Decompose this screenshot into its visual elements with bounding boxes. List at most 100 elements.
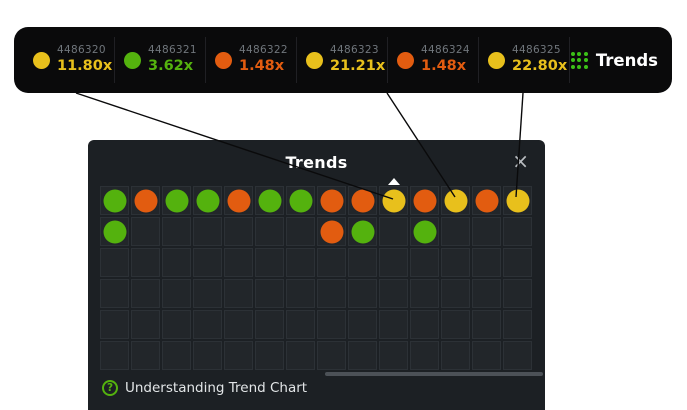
trend-cell (379, 310, 408, 339)
trend-cell (286, 248, 315, 277)
trend-cell (193, 341, 222, 370)
round-result-dot-icon (124, 51, 141, 69)
trend-cell (162, 279, 191, 308)
trend-cell (193, 186, 222, 215)
trends-toggle-button[interactable]: Trends (570, 51, 660, 70)
trend-cell (286, 310, 315, 339)
round-item[interactable]: 4486321 3.62x (115, 37, 206, 83)
trend-cell (255, 186, 284, 215)
horizontal-scrollbar[interactable] (325, 372, 543, 376)
trend-cell (348, 248, 377, 277)
round-multiplier: 1.48x (239, 58, 285, 75)
trend-cell (224, 279, 253, 308)
round-multiplier: 1.48x (421, 58, 467, 75)
trend-cell (193, 248, 222, 277)
trend-cell (503, 341, 532, 370)
trend-cell (100, 217, 129, 246)
trend-cell (131, 341, 160, 370)
round-id: 4486323 (330, 43, 379, 56)
trend-cell (286, 341, 315, 370)
round-result-dot-icon (306, 51, 323, 69)
trend-cell (162, 248, 191, 277)
trend-dot-green-icon (165, 189, 188, 212)
trend-dot-orange-icon (351, 189, 374, 212)
trend-cell (441, 186, 470, 215)
trend-cell (255, 248, 284, 277)
trend-cell (193, 217, 222, 246)
trend-cell (317, 186, 346, 215)
trend-cell (162, 341, 191, 370)
trend-cell (472, 248, 501, 277)
round-item[interactable]: 4486323 21.21x (297, 37, 388, 83)
trend-dot-orange-icon (227, 189, 250, 212)
trend-cell (224, 310, 253, 339)
trend-cell (379, 341, 408, 370)
trend-cell (100, 248, 129, 277)
trend-cell (441, 248, 470, 277)
trend-cell (317, 217, 346, 246)
trend-cell (472, 279, 501, 308)
round-result-dot-icon (397, 51, 414, 69)
trend-cell (255, 217, 284, 246)
trend-cell (503, 279, 532, 308)
round-multiplier: 21.21x (330, 58, 386, 75)
trend-dot-yellow-icon (506, 189, 529, 212)
trend-cell (441, 217, 470, 246)
trend-cell (379, 186, 408, 215)
trend-cell (162, 186, 191, 215)
trend-cell (410, 186, 439, 215)
trend-cell (348, 186, 377, 215)
trend-cell (255, 279, 284, 308)
trend-cell (317, 279, 346, 308)
trend-cell (379, 248, 408, 277)
trend-cell (286, 279, 315, 308)
round-result-dot-icon (215, 51, 232, 69)
round-id: 4486320 (57, 43, 106, 56)
trend-cell (348, 279, 377, 308)
trend-dot-green-icon (258, 189, 281, 212)
trends-grid-icon (570, 51, 588, 69)
trend-cell (410, 341, 439, 370)
trend-cell (472, 217, 501, 246)
trend-cell (224, 248, 253, 277)
round-item[interactable]: 4486322 1.48x (206, 37, 297, 83)
trend-cell (441, 310, 470, 339)
round-result-dot-icon (488, 51, 505, 69)
trend-cell (224, 186, 253, 215)
trend-cell (193, 310, 222, 339)
round-multiplier: 3.62x (148, 58, 194, 75)
trend-cell (348, 310, 377, 339)
round-item[interactable]: 4486324 1.48x (388, 37, 479, 83)
close-icon[interactable]: × (512, 149, 529, 173)
trend-cell (503, 248, 532, 277)
trend-cell (100, 279, 129, 308)
trend-cell (224, 341, 253, 370)
trend-cell (131, 217, 160, 246)
trends-panel: Trends × ? Understanding Trend Chart (88, 140, 545, 410)
round-item[interactable]: 4486320 11.80x (24, 37, 115, 83)
round-result-dot-icon (33, 51, 50, 69)
trend-cell (472, 341, 501, 370)
trend-cell (131, 248, 160, 277)
trend-dot-green-icon (103, 189, 126, 212)
round-id: 4486322 (239, 43, 288, 56)
trend-cell (131, 279, 160, 308)
round-multiplier: 22.80x (512, 58, 568, 75)
latest-column-marker-icon (387, 178, 400, 185)
understanding-link-label: Understanding Trend Chart (125, 380, 308, 396)
trend-dot-green-icon (196, 189, 219, 212)
round-id: 4486321 (148, 43, 197, 56)
understanding-trend-chart-link[interactable]: ? Understanding Trend Chart (102, 380, 307, 396)
round-item[interactable]: 4486325 22.80x (479, 37, 570, 83)
recent-rounds-list: 4486320 11.80x 4486321 3.62x 4486322 1.48x 448… (24, 27, 570, 93)
trend-cell (503, 217, 532, 246)
trend-cell (410, 310, 439, 339)
round-id: 4486325 (512, 43, 561, 56)
trend-cell (162, 217, 191, 246)
trend-dot-green-icon (103, 220, 126, 243)
trend-cell (410, 217, 439, 246)
recent-rounds-bar: 4486320 11.80x 4486321 3.62x 4486322 1.48x 448… (14, 27, 672, 93)
trend-cell (379, 279, 408, 308)
trend-cell (441, 341, 470, 370)
trend-dot-orange-icon (320, 189, 343, 212)
